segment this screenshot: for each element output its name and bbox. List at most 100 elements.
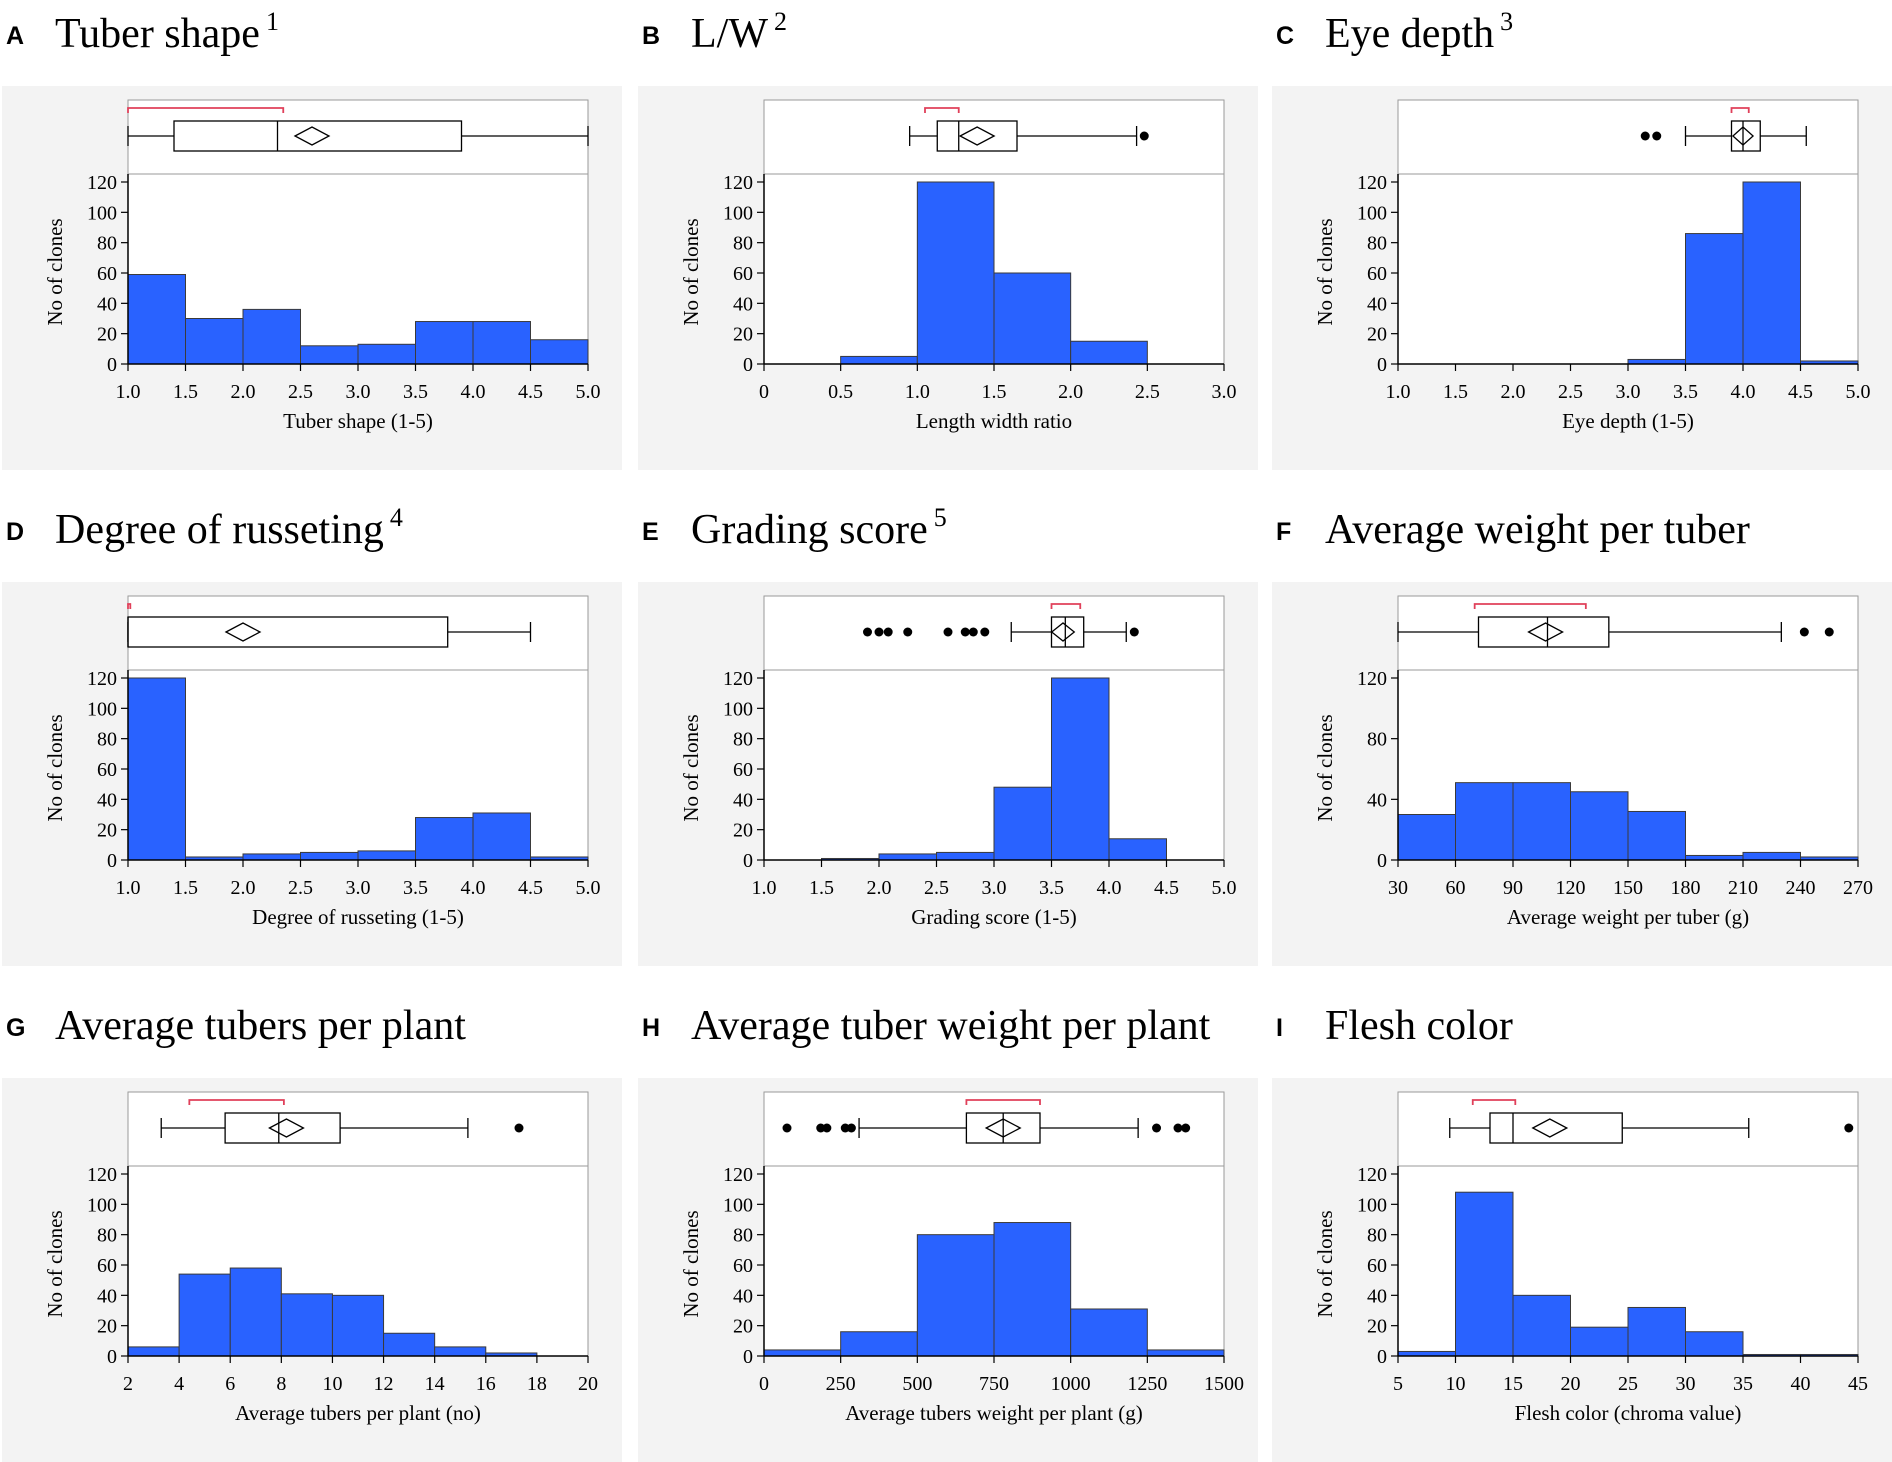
- panel-title: Eye depth 3: [1325, 7, 1513, 57]
- histogram-bar: [840, 355, 918, 365]
- y-tick-label: 80: [733, 1225, 753, 1247]
- x-tick-label: 3.0: [346, 877, 371, 899]
- boxplot-outlier: [514, 1123, 524, 1133]
- boxplot-shortest-half-bracket: [1050, 603, 1082, 609]
- boxplot-outlier: [1129, 627, 1139, 637]
- y-axis-label: No of clones: [43, 714, 67, 821]
- y-tick-label: 20: [97, 324, 117, 346]
- y-tick-label: 0: [107, 850, 117, 872]
- panel-title-text: L/W: [691, 11, 768, 57]
- x-tick-label: 8: [276, 1373, 286, 1395]
- x-tick-label: 40: [1791, 1373, 1811, 1395]
- x-axis-label: Grading score (1-5): [911, 905, 1077, 929]
- x-axis-label: Flesh color (chroma value): [1515, 1401, 1742, 1425]
- x-tick-label: 25: [1618, 1373, 1638, 1395]
- y-tick-label: 20: [733, 1316, 753, 1338]
- x-tick-label: 2: [123, 1373, 133, 1395]
- x-tick-label: 3.5: [403, 877, 428, 899]
- y-tick-label: 100: [723, 202, 753, 224]
- histogram-bar: [1512, 782, 1571, 861]
- histogram-bar: [300, 345, 359, 365]
- panel-title-text: Flesh color: [1325, 1003, 1513, 1049]
- x-tick-label: 4.0: [461, 877, 486, 899]
- y-tick-label: 120: [1357, 172, 1387, 194]
- x-tick-label: 14: [425, 1373, 445, 1395]
- y-tick-label: 60: [733, 759, 753, 781]
- y-tick-label: 60: [97, 759, 117, 781]
- y-tick-label: 0: [1377, 1346, 1387, 1368]
- y-tick-label: 100: [1357, 1194, 1387, 1216]
- histogram-bar: [300, 851, 359, 861]
- x-axis-label: Length width ratio: [916, 409, 1072, 433]
- x-tick-label: 12: [374, 1373, 394, 1395]
- boxplot-outlier: [968, 627, 978, 637]
- boxplot-mean-diamond: [1531, 1118, 1569, 1138]
- boxplot-shortest-half-bracket: [1473, 603, 1587, 609]
- panel-e: E Grading score 5 0 20 40 60 80 100 120 1.0 1.5 2.0 2…: [638, 503, 1258, 966]
- histogram-bar: [178, 1273, 231, 1357]
- histogram-bar: [127, 1346, 180, 1357]
- x-tick-label: 250: [826, 1373, 856, 1395]
- x-tick-label: 500: [902, 1373, 932, 1395]
- histogram-bar: [1455, 1191, 1514, 1357]
- y-tick-label: 120: [723, 172, 753, 194]
- boxplot-shortest-half-bracket: [127, 107, 285, 113]
- y-tick-label: 80: [733, 233, 753, 255]
- panel-title-text: Tuber shape: [55, 11, 260, 57]
- y-tick-label: 120: [1357, 668, 1387, 690]
- histogram-bar: [916, 1234, 995, 1357]
- x-tick-label: 4.0: [1731, 381, 1756, 403]
- panel-title: Grading score 5: [691, 503, 947, 553]
- y-tick-label: 80: [97, 1225, 117, 1247]
- x-tick-label: 2.5: [288, 381, 313, 403]
- y-tick-label: 40: [97, 293, 117, 315]
- histogram-bar: [1570, 1326, 1629, 1357]
- histogram-bar: [1685, 1331, 1744, 1357]
- boxplot-mean-diamond: [268, 1118, 305, 1138]
- boxplot-outlier: [1799, 627, 1809, 637]
- panel-h: H Average tuber weight per plant 0 20 40 60 80…: [638, 1003, 1258, 1462]
- y-axis-label: No of clones: [43, 218, 67, 325]
- x-tick-label: 2.5: [1558, 381, 1583, 403]
- x-tick-label: 5: [1393, 1373, 1403, 1395]
- boxplot-outlier: [822, 1123, 832, 1133]
- histogram-bar: [993, 1222, 1072, 1357]
- y-tick-label: 120: [87, 172, 117, 194]
- y-axis-label: No of clones: [1313, 714, 1337, 821]
- x-tick-label: 1500: [1204, 1373, 1244, 1395]
- x-tick-label: 1.0: [116, 381, 141, 403]
- panel-title-superscript: 4: [390, 503, 403, 532]
- histogram-bar: [280, 1293, 333, 1357]
- y-tick-label: 20: [97, 1316, 117, 1338]
- x-tick-label: 4.5: [518, 381, 543, 403]
- y-tick-label: 0: [107, 1346, 117, 1368]
- x-tick-label: 210: [1728, 877, 1758, 899]
- histogram-bar: [415, 817, 474, 861]
- histogram-bar: [127, 677, 186, 861]
- y-tick-label: 100: [87, 202, 117, 224]
- y-axis-label: No of clones: [679, 218, 703, 325]
- x-tick-label: 4.0: [1097, 877, 1122, 899]
- histogram-bar: [993, 786, 1052, 861]
- x-tick-label: 5.0: [576, 877, 601, 899]
- y-tick-label: 120: [723, 1164, 753, 1186]
- panel-letter: E: [642, 518, 659, 546]
- histogram-bar: [840, 1331, 918, 1357]
- x-tick-label: 2.5: [924, 877, 949, 899]
- boxplot-box: [127, 616, 449, 648]
- y-tick-label: 20: [97, 820, 117, 842]
- x-axis-label: Eye depth (1-5): [1562, 409, 1694, 433]
- y-tick-label: 60: [1367, 1255, 1387, 1277]
- panel-i: I Flesh color 0 20 40 60 80 100 120 5 10 15 20 25 30 35…: [1272, 1003, 1892, 1462]
- x-tick-label: 1.5: [173, 381, 198, 403]
- x-tick-label: 10: [1446, 1373, 1466, 1395]
- panel-letter: C: [1276, 22, 1294, 50]
- y-tick-label: 120: [87, 1164, 117, 1186]
- x-tick-label: 120: [1556, 877, 1586, 899]
- boxplot-outlier: [863, 627, 872, 637]
- x-tick-label: 2.0: [867, 877, 892, 899]
- histogram-bar: [357, 343, 416, 365]
- boxplot-outlier: [782, 1123, 792, 1133]
- histogram-bar: [1627, 1306, 1686, 1357]
